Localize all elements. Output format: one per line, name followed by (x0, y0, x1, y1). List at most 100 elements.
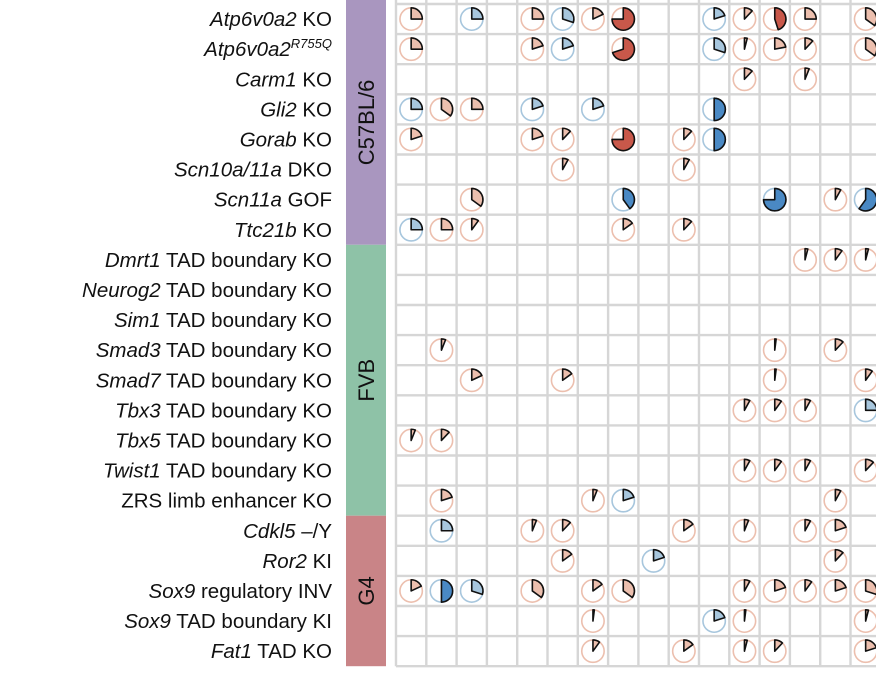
pie-glyph (611, 217, 636, 242)
pie-glyph (793, 518, 818, 543)
pie-wedge (834, 187, 842, 201)
pie-wedge (743, 398, 751, 412)
row-label: Smad7 TAD boundary KO (96, 369, 332, 392)
group-bar-fvb (346, 244, 386, 516)
pie-glyph (853, 37, 876, 62)
pie-glyph (520, 97, 545, 122)
row-label: Tbx5 TAD boundary KO (115, 429, 332, 452)
pie-glyph (671, 127, 696, 152)
pie-wedge (531, 518, 538, 532)
pie-glyph (520, 7, 545, 32)
row-label: Carm1 KO (235, 68, 332, 91)
pie-glyph (732, 7, 757, 32)
pie-wedge (531, 127, 544, 141)
pie-glyph (702, 127, 727, 152)
pie-wedge (652, 548, 665, 562)
pie-glyph (550, 518, 575, 543)
pie-wedge (773, 7, 787, 31)
pie-glyph (853, 639, 876, 664)
pie-wedge (804, 398, 812, 412)
pie-glyph (793, 398, 818, 423)
pie-glyph (853, 458, 876, 483)
pie-glyph (429, 338, 454, 363)
pie-glyph (550, 157, 575, 182)
pie-wedge (440, 518, 454, 532)
pie-wedge (773, 37, 787, 50)
pie-wedge (762, 187, 787, 212)
pie-glyph (732, 578, 757, 603)
pie-wedge (561, 157, 569, 171)
pie-glyph (732, 37, 757, 62)
row-label: Ror2 KI (262, 550, 332, 573)
pie-glyph (459, 187, 484, 212)
pie-wedge (561, 548, 573, 562)
pie-wedge (622, 488, 635, 502)
pie-wedge (611, 7, 636, 32)
row-label: Sox9 regulatory INV (149, 580, 333, 603)
pie-glyph (702, 7, 727, 32)
pie-wedge (804, 518, 812, 532)
pie-glyph (793, 7, 818, 32)
pie-glyph (611, 187, 636, 212)
pie-wedge (713, 609, 726, 622)
pie-glyph (853, 247, 876, 272)
heatmap-cells (399, 7, 876, 664)
group-label: C57BL/6 (354, 80, 379, 166)
pie-wedge (804, 67, 810, 81)
pie-glyph (520, 37, 545, 62)
pie-wedge (713, 37, 727, 54)
pie-glyph (580, 97, 605, 122)
pie-glyph (550, 548, 575, 573)
row-label: Gli2 KO (260, 98, 332, 121)
row-label: Fat1 TAD KO (211, 640, 332, 663)
pie-glyph (520, 578, 545, 603)
row-label: Twist1 TAD boundary KO (103, 460, 332, 483)
pie-glyph (732, 518, 757, 543)
pie-glyph (429, 578, 454, 603)
row-label: Scn10a/11a DKO (174, 159, 332, 182)
pie-glyph (641, 548, 666, 573)
pie-glyph (823, 488, 848, 513)
pie-wedge (440, 338, 447, 351)
pie-wedge (864, 639, 876, 652)
pie-wedge (743, 37, 749, 50)
row-label: Scn11a GOF (214, 189, 332, 212)
pie-wedge (834, 518, 847, 532)
pie-glyph (459, 97, 484, 122)
row-label: Ttc21b KO (234, 219, 332, 242)
pie-glyph (580, 609, 605, 634)
pie-glyph (702, 97, 727, 122)
pie-glyph (459, 578, 484, 603)
group-bar-c57bl-6 (346, 0, 386, 245)
pie-glyph (611, 488, 636, 513)
pie-wedge (804, 37, 814, 50)
pie-wedge (410, 97, 424, 111)
pie-wedge (743, 639, 749, 652)
pie-glyph (732, 398, 757, 423)
pie-glyph (702, 37, 727, 62)
pie-wedge (440, 97, 454, 117)
pie-glyph (762, 338, 787, 363)
pie-wedge (410, 578, 423, 592)
pie-wedge (611, 127, 636, 152)
pie-glyph (762, 578, 787, 603)
pie-wedge (470, 578, 484, 596)
pie-glyph (429, 428, 454, 453)
pie-glyph (550, 127, 575, 152)
pie-wedge (864, 578, 876, 596)
pie-glyph (732, 458, 757, 483)
pie-glyph (399, 428, 424, 453)
pie-wedge (743, 518, 750, 532)
pie-wedge (683, 157, 691, 171)
pie-wedge (713, 97, 727, 122)
pie-glyph (671, 518, 696, 543)
pie-wedge (410, 37, 424, 50)
pie-wedge (410, 127, 423, 141)
pie-wedge (834, 578, 847, 592)
pie-wedge (743, 578, 751, 592)
row-label: Atp6v0a2 KO (208, 8, 332, 31)
pie-wedge (531, 7, 545, 20)
pie-glyph (823, 247, 848, 272)
pie-wedge (592, 639, 601, 652)
